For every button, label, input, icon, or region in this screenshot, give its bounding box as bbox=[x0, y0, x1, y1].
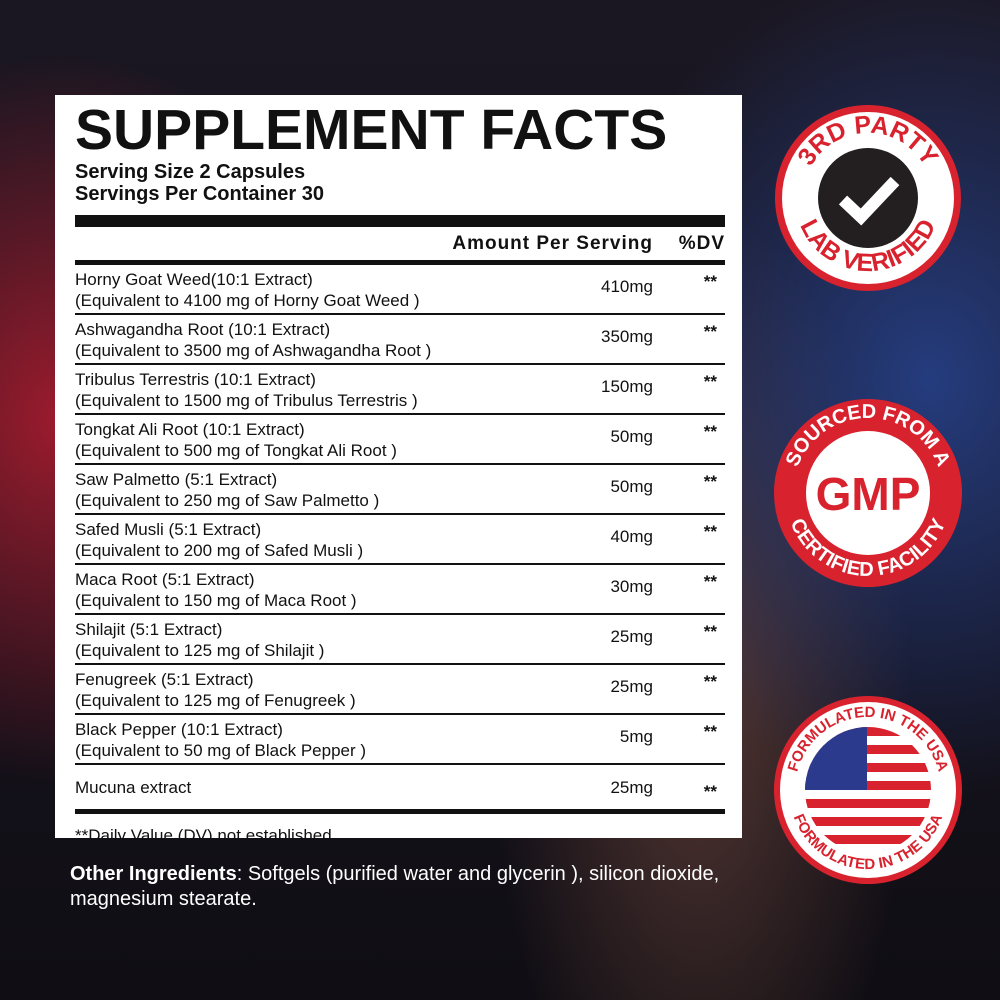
ingredient-equivalent: (Equivalent to 500 mg of Tongkat Ali Roo… bbox=[75, 441, 397, 460]
ingredient-dv: ** bbox=[703, 272, 717, 291]
table-row: Tribulus Terrestris (10:1 Extract) (Equiv… bbox=[75, 365, 725, 415]
ingredient-dv: ** bbox=[703, 782, 717, 801]
ingredient-equivalent: (Equivalent to 150 mg of Maca Root ) bbox=[75, 591, 357, 610]
table-row: Shilajit (5:1 Extract) (Equivalent to 125… bbox=[75, 615, 725, 665]
ingredient-label: Maca Root (5:1 Extract) bbox=[75, 570, 255, 589]
table-row: Ashwagandha Root (10:1 Extract) (Equivale… bbox=[75, 315, 725, 365]
servings-per-container: Servings Per Container 30 bbox=[75, 183, 324, 205]
table-row: Horny Goat Weed(10:1 Extract) (Equivalent… bbox=[75, 265, 725, 315]
ingredient-label: Black Pepper (10:1 Extract) bbox=[75, 720, 283, 739]
ingredient-amount: 25mg bbox=[610, 627, 653, 646]
ingredient-label: Horny Goat Weed(10:1 Extract) bbox=[75, 270, 313, 289]
ingredient-amount: 150mg bbox=[601, 377, 653, 396]
other-label: Other Ingredients bbox=[70, 863, 237, 885]
ingredient-name: Fenugreek (5:1 Extract) (Equivalent to 12… bbox=[75, 669, 543, 713]
header-amount: Amount Per Serving bbox=[452, 232, 653, 254]
ingredient-amount: 5mg bbox=[619, 727, 653, 746]
ingredient-dv: ** bbox=[703, 472, 717, 491]
ingredient-label: Ashwagandha Root (10:1 Extract) bbox=[75, 320, 331, 339]
other-text: : Softgels (purified water and glycerin … bbox=[70, 863, 720, 910]
divider bbox=[75, 260, 725, 265]
ingredient-amount: 50mg bbox=[610, 427, 653, 446]
ingredient-name: Tribulus Terrestris (10:1 Extract) (Equiv… bbox=[75, 369, 543, 413]
ingredient-name: Safed Musli (5:1 Extract) (Equivalent to … bbox=[75, 519, 543, 563]
ingredient-label: Tongkat Ali Root (10:1 Extract) bbox=[75, 420, 305, 439]
gmp-badge: GMP SOURCED FROM A CERTIFIED FACILITY bbox=[774, 399, 962, 587]
ingredient-label: Fenugreek (5:1 Extract) bbox=[75, 670, 254, 689]
supplement-facts-panel: SUPPLEMENT FACTS Serving Size 2 Capsules… bbox=[55, 95, 742, 845]
ingredient-dv: ** bbox=[703, 722, 717, 741]
ingredient-equivalent: (Equivalent to 200 mg of Safed Musli ) bbox=[75, 541, 364, 560]
divider-thick bbox=[75, 215, 725, 227]
ingredient-label: Shilajit (5:1 Extract) bbox=[75, 620, 223, 639]
ingredient-equivalent: (Equivalent to 50 mg of Black Pepper ) bbox=[75, 741, 367, 760]
ingredient-label: Saw Palmetto (5:1 Extract) bbox=[75, 470, 278, 489]
ingredient-dv: ** bbox=[703, 672, 717, 691]
ingredient-dv: ** bbox=[703, 372, 717, 391]
checkmark-icon bbox=[838, 176, 900, 226]
ingredient-name: Black Pepper (10:1 Extract) (Equivalent t… bbox=[75, 719, 543, 763]
ingredient-amount: 350mg bbox=[601, 327, 653, 346]
ingredient-name: Shilajit (5:1 Extract) (Equivalent to 125… bbox=[75, 619, 543, 663]
ingredient-label: Safed Musli (5:1 Extract) bbox=[75, 520, 262, 539]
ingredient-amount: 410mg bbox=[601, 277, 653, 296]
ingredient-amount: 40mg bbox=[610, 527, 653, 546]
ingredient-dv: ** bbox=[703, 572, 717, 591]
table-row: Tongkat Ali Root (10:1 Extract) (Equivale… bbox=[75, 415, 725, 465]
ingredient-dv: ** bbox=[703, 622, 717, 641]
footnote: **Daily Value (DV) not established bbox=[75, 826, 332, 845]
table-row: Maca Root (5:1 Extract) (Equivalent to 15… bbox=[75, 565, 725, 615]
serving-size: Serving Size 2 Capsules bbox=[75, 161, 306, 183]
ingredient-name: Maca Root (5:1 Extract) (Equivalent to 15… bbox=[75, 569, 543, 613]
table-header: Amount Per Serving %DV bbox=[75, 227, 725, 260]
ingredient-equivalent: (Equivalent to 125 mg of Fenugreek ) bbox=[75, 691, 356, 710]
table-row: Fenugreek (5:1 Extract) (Equivalent to 12… bbox=[75, 665, 725, 715]
other-ingredients: Other Ingredients: Softgels (purified wa… bbox=[70, 862, 750, 912]
ingredient-amount: 25mg bbox=[610, 778, 653, 797]
ingredient-name: Horny Goat Weed(10:1 Extract) (Equivalent… bbox=[75, 269, 543, 313]
ingredient-dv: ** bbox=[703, 422, 717, 441]
table-row: Black Pepper (10:1 Extract) (Equivalent t… bbox=[75, 715, 725, 765]
ingredient-dv: ** bbox=[703, 522, 717, 541]
ingredient-name: Mucuna extract bbox=[75, 769, 543, 809]
lab-verified-badge: 3RD PARTY LAB VERIFIED bbox=[775, 105, 961, 291]
ingredient-equivalent: (Equivalent to 3500 mg of Ashwagandha Ro… bbox=[75, 341, 432, 360]
ingredient-amount: 30mg bbox=[610, 577, 653, 596]
ingredient-name: Tongkat Ali Root (10:1 Extract) (Equivale… bbox=[75, 419, 543, 463]
table-row: Safed Musli (5:1 Extract) (Equivalent to … bbox=[75, 515, 725, 565]
ingredient-equivalent: (Equivalent to 250 mg of Saw Palmetto ) bbox=[75, 491, 380, 510]
facts-title: SUPPLEMENT FACTS bbox=[75, 98, 668, 162]
divider-bottom bbox=[75, 809, 725, 814]
ingredient-name: Ashwagandha Root (10:1 Extract) (Equivale… bbox=[75, 319, 543, 363]
ingredient-label: Mucuna extract bbox=[75, 778, 192, 797]
ingredient-amount: 50mg bbox=[610, 477, 653, 496]
header-dv: %DV bbox=[678, 232, 725, 254]
ingredient-equivalent: (Equivalent to 125 mg of Shilajit ) bbox=[75, 641, 325, 660]
table-row: Saw Palmetto (5:1 Extract) (Equivalent to… bbox=[75, 465, 725, 515]
ingredient-name: Saw Palmetto (5:1 Extract) (Equivalent to… bbox=[75, 469, 543, 513]
ingredient-dv: ** bbox=[703, 322, 717, 341]
ingredient-equivalent: (Equivalent to 1500 mg of Tribulus Terre… bbox=[75, 391, 418, 410]
ingredient-amount: 25mg bbox=[610, 677, 653, 696]
us-flag-icon bbox=[805, 727, 931, 853]
ingredient-equivalent: (Equivalent to 4100 mg of Horny Goat Wee… bbox=[75, 291, 420, 310]
usa-badge: FORMULATED IN THE USA FORMULATED IN THE … bbox=[774, 696, 962, 884]
ingredient-label: Tribulus Terrestris (10:1 Extract) bbox=[75, 370, 316, 389]
table-row: Mucuna extract 25mg ** bbox=[75, 765, 725, 809]
badge-gmp-center: GMP bbox=[816, 468, 921, 520]
